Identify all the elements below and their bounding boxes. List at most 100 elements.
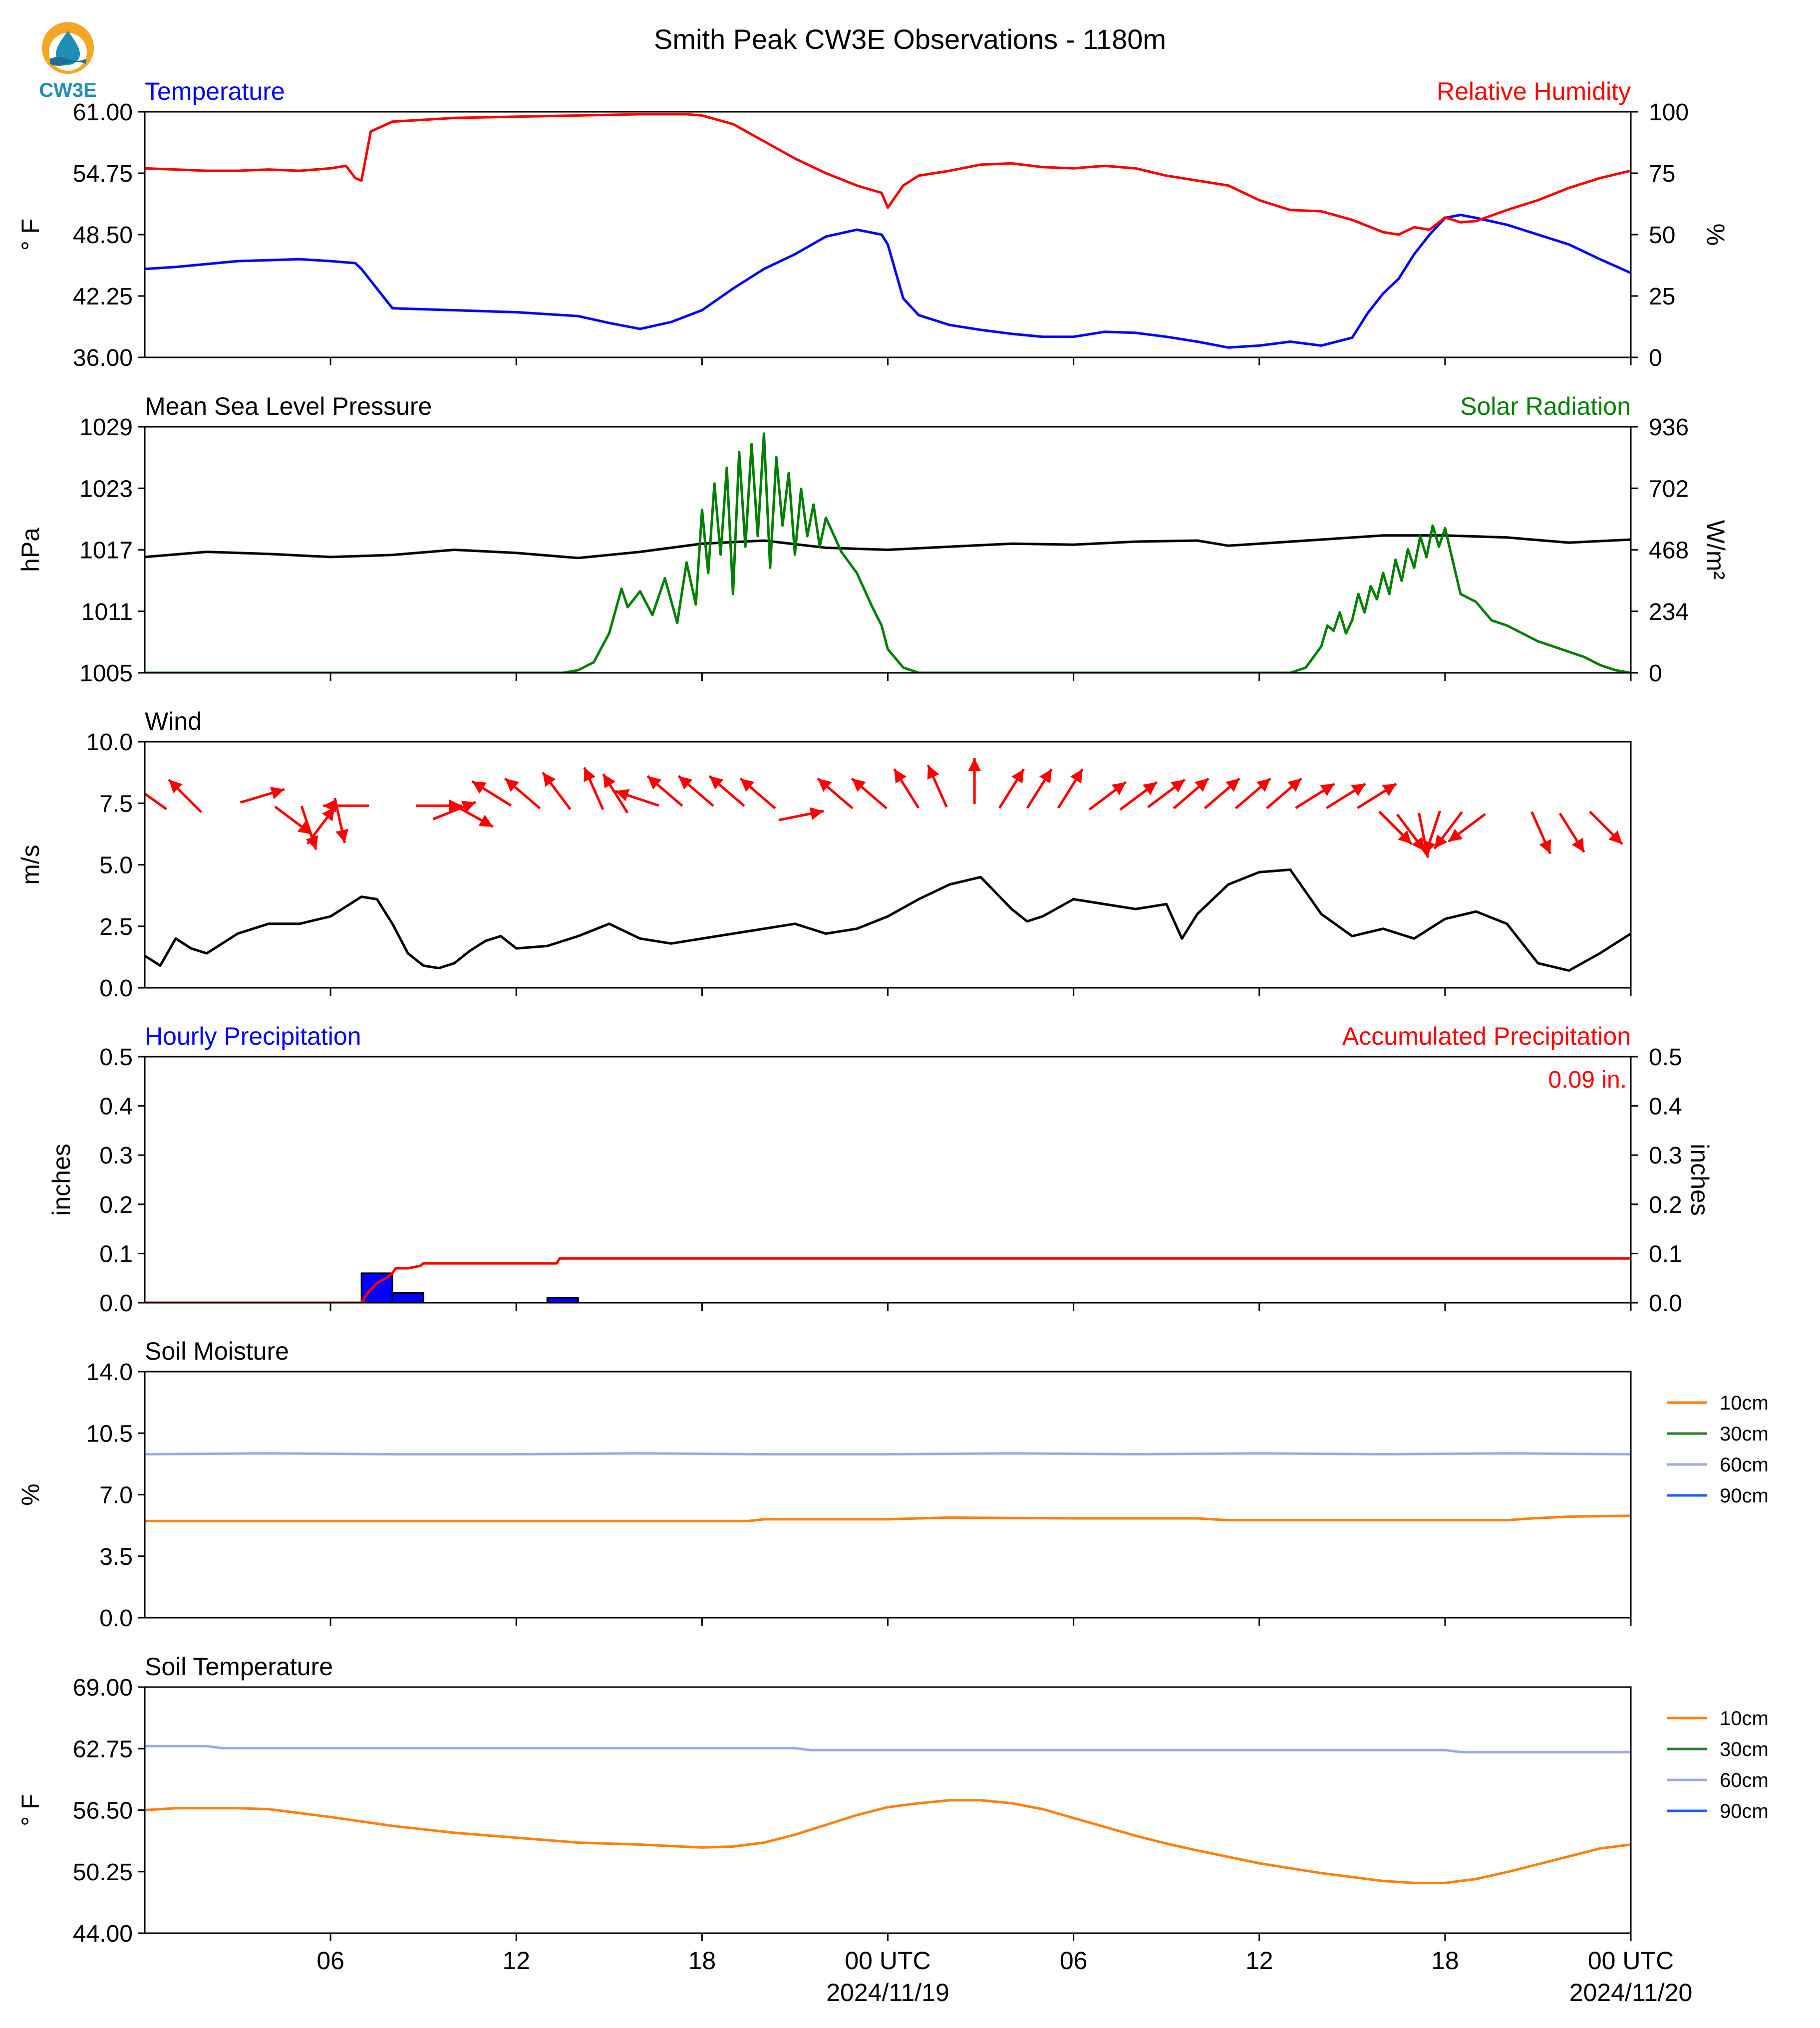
x-axis-labels: 06 12 18 00 UTC 06 12 18 00 UTC 2024/11/19 2024/1… [316, 1947, 1692, 2007]
y-tick-label: 10.0 [86, 729, 133, 756]
y-tick-label: 69.00 [73, 1675, 133, 1701]
wind-arrow-head [322, 807, 335, 822]
wind-arrow-head [740, 778, 755, 792]
y-tick-label-right: 0.3 [1649, 1143, 1682, 1169]
plot-data [145, 113, 1631, 349]
panel-temperature: Temperature Relative Humidity 36.00 42.25 48… [16, 77, 1730, 371]
wind-arrow [323, 799, 369, 813]
wind-arrow [1530, 811, 1552, 855]
wind-arrow [1173, 777, 1210, 810]
plot-frame [144, 1371, 1632, 1619]
wind-arrow [542, 772, 572, 810]
wind-arrow-head [1382, 784, 1397, 796]
wind-arrow-head [1143, 782, 1157, 795]
legend: 10cm 30cm 60cm 90cm [1667, 1392, 1769, 1507]
y-tick-label-right: 0 [1649, 660, 1662, 687]
y-axis-label-right: W/m² [1702, 520, 1730, 579]
wind-arrow [1119, 781, 1158, 811]
wind-arrow [274, 806, 312, 836]
panel-title-right: Relative Humidity [1437, 77, 1631, 105]
precip-bar [391, 1292, 424, 1303]
series-line-60cm [145, 1744, 1631, 1753]
y-tick-label-right: 0.5 [1649, 1044, 1682, 1071]
wind-arrow-head [1571, 838, 1584, 853]
y-tick-label: 0.0 [99, 975, 133, 1002]
y-axis-label: % [16, 1483, 44, 1505]
x-tick-label: 00 UTC [845, 1947, 930, 1975]
wind-arrow-head [968, 758, 981, 771]
legend-label: 90cm [1720, 1485, 1769, 1507]
y-axis-label-right: inches [1686, 1144, 1714, 1216]
wind-arrow [1433, 811, 1463, 850]
y-tick-label: 36.00 [73, 345, 133, 371]
panel-title-left: Wind [145, 707, 202, 735]
wind-arrow [1204, 777, 1240, 810]
x-tick-label: 18 [688, 1947, 716, 1975]
y-tick-label: 0.1 [99, 1241, 133, 1267]
plot-frame [144, 741, 1632, 989]
wind-arrow [1558, 813, 1585, 853]
wind-arrow-head [818, 778, 832, 792]
y-tick-label-right: 0 [1649, 345, 1662, 371]
x-tick-label: 12 [502, 1947, 530, 1975]
x-tick-label: 12 [1245, 1947, 1273, 1975]
wind-arrow-head [1423, 840, 1436, 855]
y-tick-label: 61.00 [73, 99, 133, 126]
y-tick-label-right: 50 [1649, 222, 1675, 249]
wind-arrow-head [1039, 769, 1052, 784]
y-tick-label: 3.5 [99, 1544, 133, 1570]
panel-title-left: Soil Temperature [145, 1653, 333, 1681]
wind-arrow [893, 768, 920, 809]
y-tick-label: 0.3 [99, 1143, 133, 1169]
wind-arrow-head [297, 821, 312, 835]
series-line-10cm [145, 1514, 1631, 1522]
wind-arrow-head [1434, 834, 1448, 849]
legend-label: 60cm [1720, 1454, 1769, 1476]
series-line-right [145, 113, 1631, 236]
wind-arrow-head [461, 801, 476, 813]
y-tick-label-right: 936 [1649, 414, 1689, 441]
wind-arrow-head [472, 781, 487, 794]
y-tick-label: 0.4 [99, 1094, 133, 1120]
wind-arrow-head [615, 789, 630, 802]
y-axis-label-right: % [1702, 224, 1730, 246]
wind-arrow [1147, 778, 1186, 809]
wind-arrow [1326, 782, 1366, 809]
wind-arrow-head [270, 787, 285, 800]
panel-soil-temperature: Soil Temperature 44.00 50.25 56.50 62.75 69.0… [16, 1653, 1769, 1947]
wind-arrow-head [1195, 778, 1209, 792]
x-date-label: 2024/11/19 [826, 1979, 949, 2007]
wind-arrow [1447, 813, 1486, 843]
legend-label: 10cm [1720, 1708, 1769, 1730]
wind-arrow-head [1256, 778, 1271, 792]
wind-arrow-head [678, 776, 693, 790]
wind-arrow [708, 775, 745, 807]
x-tick-label: 06 [316, 1947, 344, 1975]
logo-text: CW3E [39, 79, 97, 101]
plot-data [145, 1452, 1631, 1522]
y-tick-label-right: 100 [1649, 99, 1689, 126]
wind-arrow [583, 767, 605, 810]
wind-arrow [998, 768, 1025, 809]
y-tick-label-right: 0.4 [1649, 1094, 1682, 1120]
legend-label: 10cm [1720, 1392, 1769, 1414]
series-line-left [145, 214, 1631, 349]
y-tick-label-right: 75 [1649, 161, 1675, 187]
panel-mean-sea-level-pressure: Mean Sea Level Pressure Solar Radiation 10… [16, 392, 1730, 687]
cw3e-logo: CW3E [39, 22, 97, 101]
y-tick-label-right: 234 [1649, 599, 1689, 625]
plot-frame [144, 426, 1632, 674]
wind-arrow-head [894, 769, 907, 784]
y-tick-label: 44.00 [73, 1921, 133, 1947]
y-tick-label: 5.0 [99, 853, 133, 879]
y-tick-label-right: 468 [1649, 538, 1689, 564]
wind-arrow [1589, 811, 1623, 845]
y-tick-label: 1011 [81, 599, 133, 625]
figure-title: Smith Peak CW3E Observations - 1180m [654, 23, 1166, 55]
wind-arrow-head [478, 815, 493, 827]
wind-arrow-head [1320, 784, 1335, 796]
wind-arrow [677, 775, 714, 807]
accumulated-precip-line [145, 1257, 1631, 1303]
wind-arrow-head [335, 829, 348, 843]
panel-title-left: Hourly Precipitation [145, 1022, 361, 1050]
